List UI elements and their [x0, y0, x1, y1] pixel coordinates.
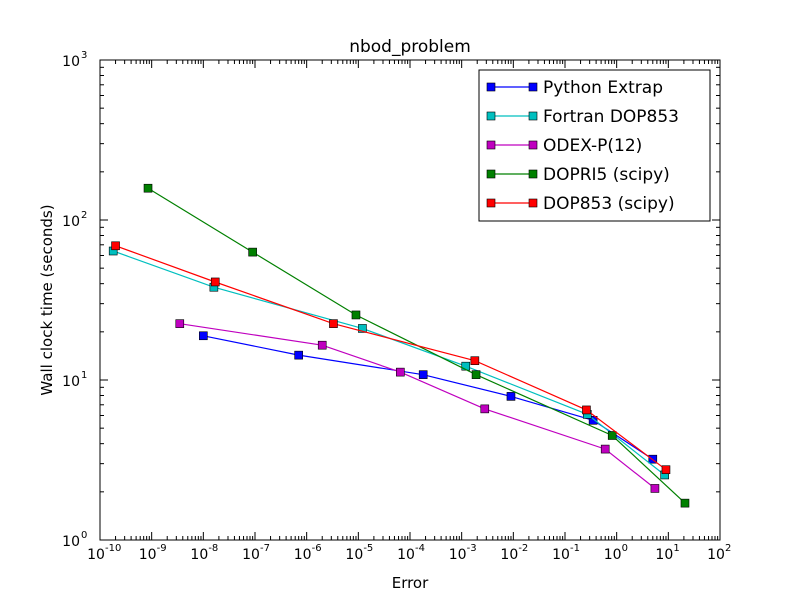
data-point — [600, 444, 610, 454]
legend-marker — [528, 111, 538, 121]
legend-marker — [528, 169, 538, 179]
x-tick-label: 10 — [397, 547, 415, 563]
x-tick-label: 10 — [139, 547, 157, 563]
legend-marker — [486, 140, 496, 150]
data-point — [588, 415, 598, 425]
data-point — [607, 431, 617, 440]
legend-label: DOPRI5 (scipy) — [543, 165, 670, 185]
y-tick-exponent: 1 — [81, 370, 87, 381]
data-point — [111, 241, 120, 251]
x-tick-label: 10 — [604, 547, 622, 563]
data-point — [317, 340, 327, 350]
y-tick-exponent: 0 — [81, 530, 87, 541]
y-tick-exponent: 3 — [81, 50, 87, 61]
data-point — [248, 247, 257, 257]
x-tick-exponent: -9 — [157, 543, 167, 554]
series-line — [112, 250, 666, 476]
data-point — [175, 319, 185, 328]
y-tick-label: 10 — [62, 374, 80, 390]
chart-title: nbod_problem — [349, 37, 471, 57]
y-tick-label: 10 — [62, 214, 80, 230]
x-tick-exponent: -1 — [570, 543, 580, 554]
legend-label: Python Extrap — [543, 78, 663, 98]
x-tick-exponent: -4 — [415, 543, 425, 554]
x-tick-label: 10 — [190, 547, 208, 563]
legend-entry: Fortran DOP853 — [486, 107, 679, 127]
data-point — [396, 367, 405, 377]
series-line — [179, 323, 656, 489]
legend-marker — [528, 82, 538, 92]
y-tick-exponent: 2 — [81, 210, 87, 221]
x-tick-label: 10 — [449, 547, 467, 563]
legend-entry: DOP853 (scipy) — [486, 194, 675, 214]
x-tick-exponent: -7 — [260, 543, 270, 554]
x-tick-label: 10 — [707, 547, 725, 563]
x-tick-exponent: -3 — [467, 543, 477, 554]
x-axis-label: Error — [392, 574, 429, 592]
legend-marker — [486, 111, 496, 121]
x-tick-exponent: 0 — [622, 543, 628, 554]
x-tick-label: 10 — [345, 547, 363, 563]
x-tick-label: 10 — [294, 547, 312, 563]
legend-entry: ODEX-P(12) — [486, 136, 642, 156]
y-axis-label: Wall clock time (seconds) — [38, 204, 56, 395]
legend-entry: DOPRI5 (scipy) — [486, 165, 670, 185]
data-point — [358, 324, 367, 333]
x-tick-exponent: -8 — [208, 543, 218, 554]
data-point — [199, 331, 208, 341]
data-point — [294, 350, 303, 360]
legend-marker — [486, 169, 496, 179]
data-point — [506, 392, 516, 401]
legend: Python Extrap Fortran DOP853 ODEX-P(12) DOP… — [478, 69, 711, 222]
legend-marker — [486, 82, 496, 92]
x-tick-exponent: -6 — [312, 543, 322, 554]
data-point — [680, 498, 690, 508]
data-point — [418, 370, 428, 379]
legend-label: Fortran DOP853 — [543, 107, 679, 127]
data-point — [480, 404, 490, 414]
data-point — [650, 484, 660, 493]
x-tick-exponent: -5 — [363, 543, 373, 554]
y-tick-label: 10 — [62, 534, 80, 550]
series-2 — [175, 319, 660, 493]
series-layer — [108, 183, 690, 508]
series-1 — [108, 246, 669, 480]
data-point — [661, 465, 671, 475]
data-point — [329, 319, 338, 328]
legend-label: DOP853 (scipy) — [543, 194, 675, 214]
data-point — [210, 277, 220, 287]
x-tick-exponent: 2 — [725, 543, 731, 554]
x-tick-exponent: 1 — [673, 543, 679, 554]
legend-label: ODEX-P(12) — [543, 136, 642, 156]
series-line — [115, 245, 667, 471]
data-point — [351, 310, 361, 320]
data-point — [470, 356, 480, 366]
x-tick-exponent: -2 — [518, 543, 528, 554]
legend-marker — [486, 198, 496, 208]
series-line — [203, 335, 654, 460]
x-tick-label: 10 — [552, 547, 570, 563]
data-point — [582, 405, 591, 415]
legend-entry: Python Extrap — [486, 78, 663, 98]
x-tick-label: 10 — [500, 547, 518, 563]
legend-marker — [528, 140, 538, 150]
x-tick-label: 10 — [87, 547, 105, 563]
x-tick-label: 10 — [655, 547, 673, 563]
series-4 — [111, 241, 671, 475]
legend-marker — [528, 198, 538, 208]
data-point — [471, 370, 481, 379]
x-tick-label: 10 — [242, 547, 260, 563]
y-tick-label: 10 — [62, 54, 80, 70]
data-point — [143, 183, 153, 193]
ticks-layer: 10 -10 10 -9 10 -8 10 -7 10 -6 10 -5 10 -4 10 -3 10 -2 10-… — [62, 50, 731, 563]
plot-frame — [99, 59, 721, 541]
x-tick-exponent: -10 — [105, 543, 121, 554]
